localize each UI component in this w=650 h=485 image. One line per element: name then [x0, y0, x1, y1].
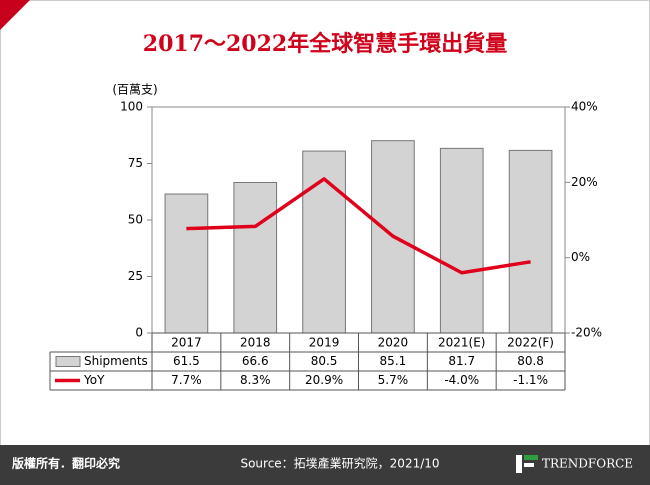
y2-tick-label: 20%	[571, 175, 598, 189]
copyright: 版權所有．翻印必究	[12, 456, 120, 471]
corner-decoration	[0, 0, 30, 30]
legend-swatch	[55, 356, 81, 367]
y-tick-label: 75	[128, 156, 143, 170]
bar	[233, 181, 278, 334]
y-tick-label: 50	[128, 213, 143, 227]
bar	[439, 147, 484, 334]
y2-tick-label: -20%	[571, 326, 602, 340]
x-tick-label: 2019	[309, 336, 340, 350]
y-tick-label: 25	[128, 269, 143, 283]
logo: TRENDFORCE	[542, 457, 633, 471]
y2-tick-label: 0%	[571, 250, 590, 264]
table-value: 7.7%	[171, 373, 202, 387]
x-tick-label: 2020	[378, 336, 409, 350]
footer-bar	[0, 445, 650, 485]
logo-icon	[524, 463, 534, 467]
logo-icon	[524, 455, 538, 460]
table-value: 80.8	[517, 354, 544, 368]
table-value: -1.1%	[513, 373, 548, 387]
x-tick-label: 2022(F)	[507, 336, 554, 350]
source: Source：拓墣產業研究院，2021/10	[240, 456, 439, 471]
line	[186, 177, 531, 275]
table-value: 81.7	[448, 354, 475, 368]
table-value: 5.7%	[378, 373, 409, 387]
logo-icon	[516, 455, 522, 473]
legend-label: Shipments	[84, 354, 148, 368]
x-tick-label: 2017	[171, 336, 202, 350]
table-value: 80.5	[311, 354, 338, 368]
table-value: 85.1	[380, 354, 407, 368]
bar	[508, 149, 553, 334]
table-value: 8.3%	[240, 373, 271, 387]
table-value: 20.9%	[305, 373, 343, 387]
y-tick-label: 100	[120, 100, 143, 114]
chart-title: 2017～2022年全球智慧手環出貨量	[143, 31, 507, 57]
legend-label: YoY	[83, 373, 105, 387]
table-value: 61.5	[173, 354, 200, 368]
y-axis-label: (百萬支)	[112, 83, 157, 97]
table-value: 66.6	[242, 354, 269, 368]
table-value: -4.0%	[444, 373, 479, 387]
y-tick-label: 0	[135, 326, 143, 340]
x-tick-label: 2021(E)	[438, 336, 485, 350]
bar	[302, 150, 346, 334]
bar	[164, 193, 209, 334]
x-tick-label: 2018	[240, 336, 271, 350]
y2-tick-label: 40%	[571, 100, 598, 114]
